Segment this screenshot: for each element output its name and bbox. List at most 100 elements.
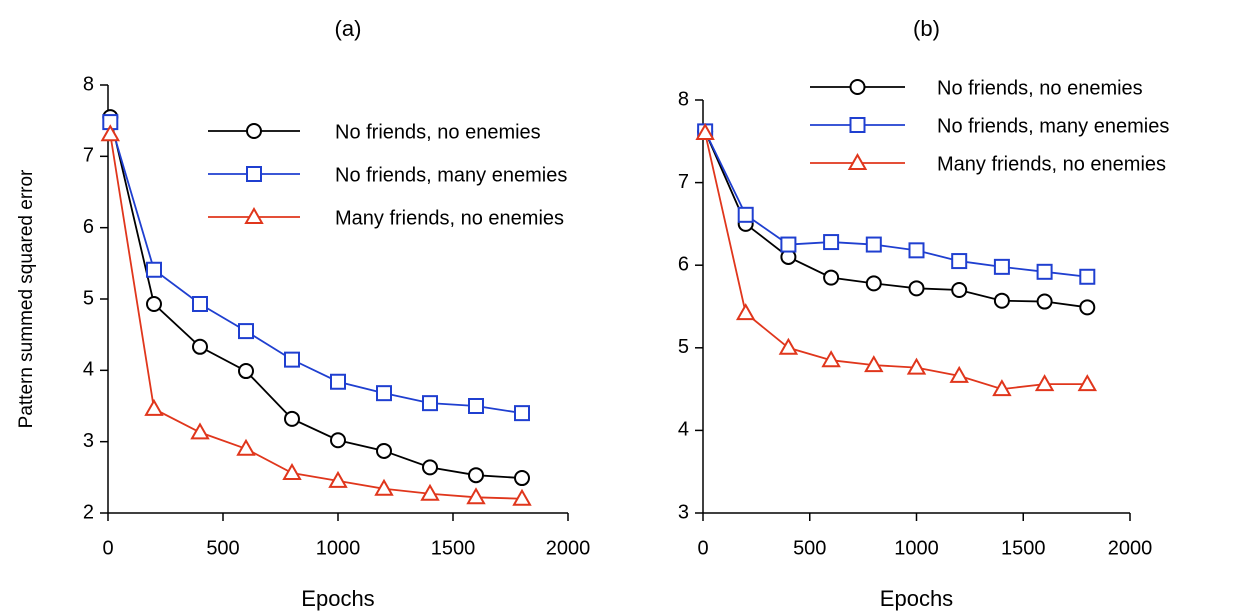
marker: [192, 338, 208, 355]
marker: [993, 258, 1010, 275]
marker: [376, 385, 392, 402]
series-line: [704, 132, 1088, 391]
marker: [282, 463, 302, 481]
x-tick-label: 2000: [546, 537, 591, 559]
series-line: [109, 134, 523, 500]
marker: [849, 117, 866, 133]
marker: [992, 379, 1012, 397]
x-tick-label: 1000: [894, 537, 939, 559]
legend-label: Many friends, no enemies: [937, 153, 1166, 175]
marker: [190, 422, 210, 440]
y-tick-label: 3: [83, 430, 94, 452]
y-tick-label: 6: [83, 216, 94, 238]
marker: [420, 483, 440, 501]
y-axis-title: Pattern summed squared error: [16, 169, 37, 428]
y-tick-label: 4: [83, 359, 94, 381]
marker: [993, 292, 1010, 309]
y-tick-label: 4: [678, 419, 689, 441]
marker: [422, 395, 438, 412]
marker: [1034, 374, 1055, 392]
marker: [1077, 374, 1098, 392]
marker: [949, 365, 969, 383]
marker: [951, 281, 968, 298]
y-tick-label: 7: [678, 171, 689, 193]
marker: [144, 398, 164, 416]
legend-label: No friends, many enemies: [335, 164, 567, 186]
marker: [849, 79, 866, 95]
marker: [780, 236, 797, 253]
marker: [236, 438, 256, 456]
marker: [823, 234, 840, 251]
marker: [1079, 299, 1096, 316]
x-tick-label: 500: [793, 537, 826, 559]
marker: [244, 206, 264, 224]
marker: [906, 357, 927, 375]
marker: [468, 398, 484, 414]
x-tick-label: 2000: [1108, 537, 1153, 559]
y-tick-label: 5: [83, 287, 94, 309]
marker: [865, 236, 882, 253]
y-tick-label: 8: [83, 73, 94, 95]
marker: [821, 350, 841, 368]
marker: [864, 355, 884, 373]
marker: [468, 467, 484, 484]
legend-label: No friends, no enemies: [937, 77, 1143, 99]
marker: [246, 166, 262, 182]
chart-title: (b): [913, 16, 940, 41]
marker: [328, 470, 348, 488]
marker: [908, 280, 925, 297]
y-tick-label: 6: [678, 253, 689, 275]
marker: [246, 123, 262, 139]
marker: [238, 323, 254, 340]
marker: [146, 261, 162, 278]
y-tick-label: 5: [678, 336, 689, 358]
y-tick-label: 7: [83, 145, 94, 167]
x-tick-label: 0: [102, 537, 113, 559]
series-line: [109, 121, 523, 415]
series-line: [704, 130, 1088, 278]
marker: [951, 253, 968, 270]
y-tick-label: 8: [678, 88, 689, 110]
marker: [514, 470, 530, 487]
marker: [466, 487, 486, 505]
x-tick-label: 1500: [1001, 537, 1046, 559]
legend-label: Many friends, no enemies: [335, 207, 564, 229]
x-axis-title: Epochs: [301, 586, 374, 611]
marker: [908, 242, 925, 259]
marker: [512, 488, 532, 506]
marker: [284, 351, 300, 368]
marker: [847, 152, 868, 170]
marker: [238, 363, 254, 380]
marker: [100, 124, 121, 142]
chart-title: (a): [335, 16, 362, 41]
marker: [192, 295, 208, 312]
marker: [823, 269, 840, 286]
marker: [330, 373, 346, 390]
x-tick-label: 1000: [316, 537, 361, 559]
marker: [865, 275, 882, 292]
marker: [1079, 268, 1096, 285]
marker: [778, 337, 799, 355]
marker: [376, 442, 392, 459]
marker: [514, 405, 530, 422]
x-tick-label: 500: [206, 537, 239, 559]
marker: [737, 206, 754, 223]
x-tick-label: 1500: [431, 537, 476, 559]
marker: [1036, 293, 1053, 310]
marker: [330, 432, 346, 449]
marker: [422, 459, 438, 476]
marker: [284, 410, 300, 427]
legend-label: No friends, many enemies: [937, 115, 1169, 137]
x-tick-label: 0: [697, 537, 708, 559]
legend-label: No friends, no enemies: [335, 121, 541, 143]
y-tick-label: 3: [678, 501, 689, 523]
marker: [374, 478, 394, 496]
series-line: [704, 131, 1088, 309]
marker: [695, 123, 715, 141]
marker: [1036, 263, 1053, 280]
y-tick-label: 2: [83, 501, 94, 523]
marker: [146, 295, 162, 312]
marker: [735, 303, 756, 321]
x-axis-title: Epochs: [880, 586, 953, 611]
